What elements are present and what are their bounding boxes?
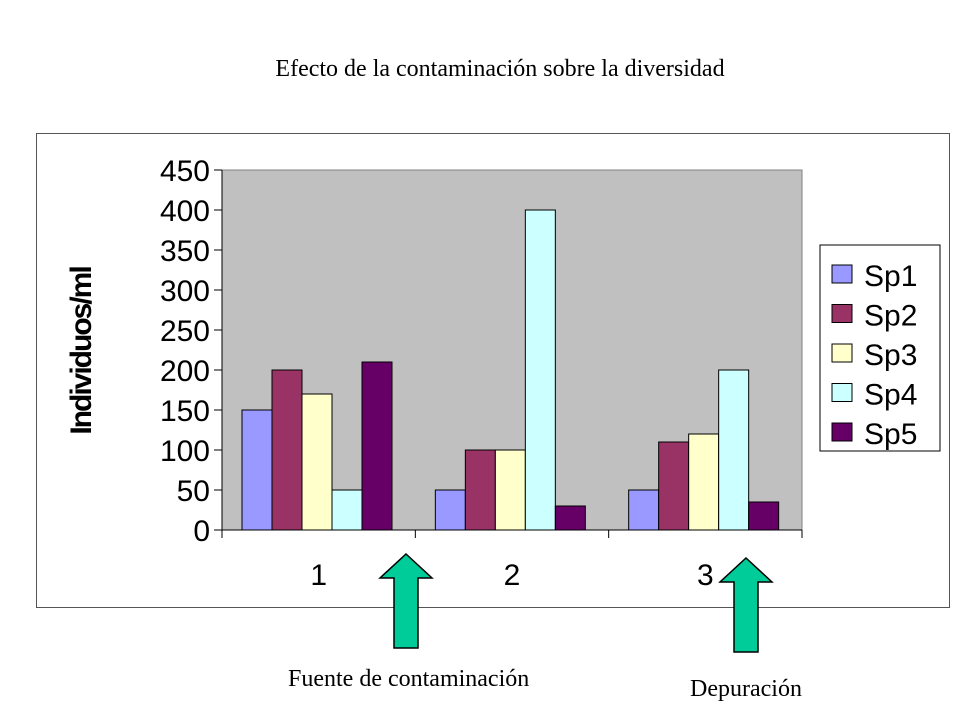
legend-swatch-sp5 bbox=[831, 422, 853, 442]
bar-sp3-1 bbox=[301, 393, 333, 531]
bar-sp2-3 bbox=[658, 441, 690, 531]
bar-sp4-3 bbox=[718, 369, 750, 531]
bar-sp5-1 bbox=[361, 361, 393, 531]
bar-sp4-1 bbox=[331, 489, 363, 531]
y-tick-label: 150 bbox=[160, 395, 210, 428]
legend-swatch-sp4 bbox=[831, 383, 853, 402]
depuration-label: Depuración bbox=[690, 676, 802, 702]
bar-sp1-2 bbox=[434, 489, 466, 531]
y-tick-label: 250 bbox=[160, 315, 210, 348]
pollution-source-label: Fuente de contaminación bbox=[288, 666, 530, 692]
bar-sp5-3 bbox=[748, 501, 780, 531]
y-axis-label: Individuos/ml bbox=[65, 267, 98, 435]
x-tick-label: 3 bbox=[697, 559, 714, 592]
y-tick-label: 200 bbox=[160, 355, 210, 388]
y-tick-label: 0 bbox=[193, 515, 210, 548]
legend-label-sp4: Sp4 bbox=[864, 379, 917, 412]
legend-label-sp2: Sp2 bbox=[864, 300, 917, 333]
bar-sp5-2 bbox=[554, 505, 586, 531]
legend-label-sp1: Sp1 bbox=[864, 260, 917, 293]
y-tick-label: 100 bbox=[160, 435, 210, 468]
y-tick-label: 350 bbox=[160, 235, 210, 268]
depuration-arrow-icon bbox=[718, 556, 774, 653]
bar-sp1-3 bbox=[628, 489, 660, 531]
legend-swatch-sp2 bbox=[831, 304, 853, 323]
y-tick-label: 400 bbox=[160, 195, 210, 228]
legend-label-sp3: Sp3 bbox=[864, 339, 917, 372]
bar-sp3-2 bbox=[494, 449, 526, 531]
bar-sp2-2 bbox=[464, 449, 496, 531]
bar-sp2-1 bbox=[271, 369, 303, 531]
x-tick-label: 1 bbox=[310, 559, 327, 592]
y-tick-label: 300 bbox=[160, 275, 210, 308]
bar-sp4-2 bbox=[524, 209, 556, 531]
y-tick-label: 450 bbox=[160, 155, 210, 188]
legend-swatch-sp1 bbox=[831, 264, 853, 284]
legend-label-sp5: Sp5 bbox=[864, 418, 917, 451]
bar-sp1-1 bbox=[241, 409, 273, 531]
legend-swatch-sp3 bbox=[831, 343, 853, 363]
y-tick-label: 50 bbox=[177, 475, 210, 508]
x-tick-label: 2 bbox=[504, 559, 521, 592]
chart-title: Efecto de la contaminación sobre la dive… bbox=[275, 56, 725, 82]
bar-sp3-3 bbox=[688, 433, 720, 531]
pollution-source-arrow-icon bbox=[378, 552, 434, 649]
